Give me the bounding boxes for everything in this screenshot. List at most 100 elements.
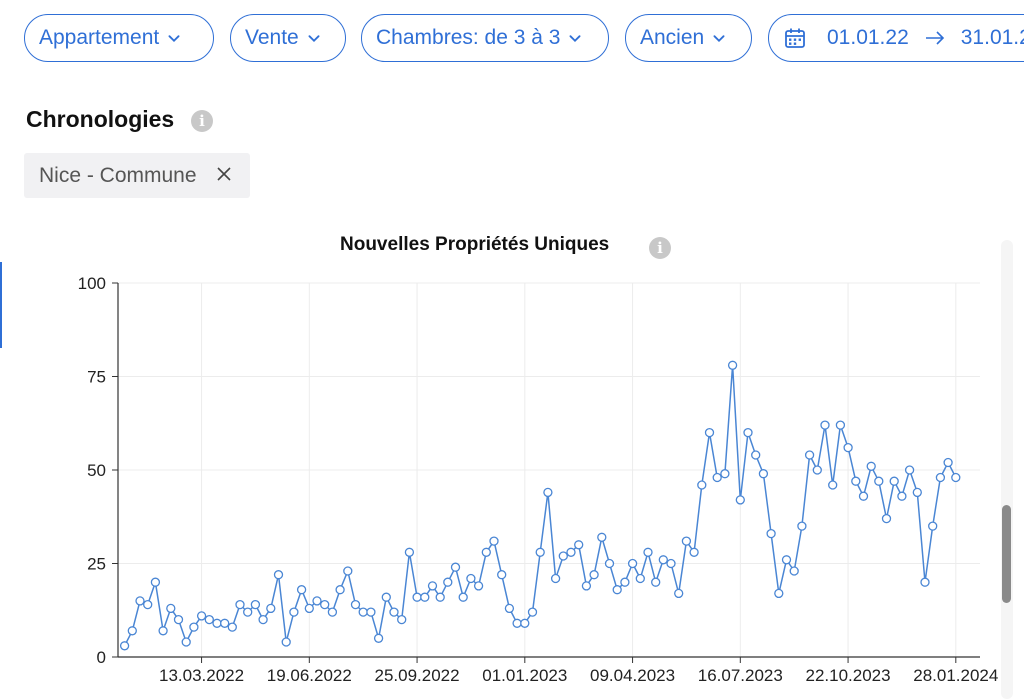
series-line xyxy=(123,364,957,647)
data-point xyxy=(889,476,899,486)
data-point xyxy=(566,547,576,557)
data-point xyxy=(404,547,415,557)
date-to: 31.01.24 xyxy=(960,26,1024,49)
data-point xyxy=(189,622,199,632)
data-point xyxy=(119,641,130,651)
chart-title: Nouvelles Propriétés Uniques xyxy=(340,234,610,255)
data-point xyxy=(535,547,545,557)
data-point xyxy=(735,495,745,505)
data-point xyxy=(458,592,468,602)
data-point xyxy=(604,558,615,569)
data-point xyxy=(751,450,761,460)
data-point xyxy=(227,622,237,632)
data-point xyxy=(627,558,638,569)
data-point xyxy=(320,599,330,610)
data-point xyxy=(797,521,807,531)
data-point xyxy=(466,573,476,584)
data-point xyxy=(312,596,322,606)
data-point xyxy=(212,618,222,628)
data-point xyxy=(951,472,961,483)
data-point xyxy=(550,573,561,584)
data-point xyxy=(512,618,522,628)
data-point xyxy=(704,427,715,438)
data-point xyxy=(835,420,846,430)
data-point xyxy=(258,614,268,625)
data-point xyxy=(196,611,207,621)
data-point xyxy=(504,603,515,614)
y-tick-label: 100 xyxy=(78,274,106,293)
data-point xyxy=(289,607,299,617)
data-point xyxy=(635,573,645,584)
data-point xyxy=(812,465,822,475)
info-icon[interactable]: i xyxy=(191,110,213,132)
data-point xyxy=(481,547,491,557)
data-point xyxy=(581,581,592,591)
data-point xyxy=(866,461,876,471)
property-type-dropdown[interactable]: Appartement xyxy=(24,14,214,62)
data-point xyxy=(250,599,261,610)
data-point xyxy=(527,607,538,617)
data-point xyxy=(343,566,353,576)
data-point xyxy=(304,603,314,614)
data-point xyxy=(520,618,530,628)
data-point xyxy=(358,607,368,617)
data-point xyxy=(766,528,776,539)
close-icon[interactable] xyxy=(214,164,234,184)
bedrooms-label: Chambres: de 3 à 3 xyxy=(376,26,561,49)
data-point xyxy=(420,592,430,602)
data-point xyxy=(127,626,137,636)
bedrooms-dropdown[interactable]: Chambres: de 3 à 3 xyxy=(361,14,609,62)
data-point xyxy=(558,551,568,561)
scrollbar-track[interactable] xyxy=(1001,240,1013,699)
line-chart: 0 25 50 75 100 13.03.2022 19.06.2022 25.09.2022… xyxy=(78,274,999,685)
x-tick-label: 01.01.2023 xyxy=(482,666,567,685)
data-point xyxy=(743,427,753,438)
data-point xyxy=(204,614,214,625)
data-point xyxy=(327,607,338,617)
data-point xyxy=(897,491,907,501)
date-range-picker[interactable]: 01.01.22 31.01.24 xyxy=(768,14,1024,62)
data-point xyxy=(574,540,584,550)
x-tick-label: 16.07.2023 xyxy=(698,666,783,685)
x-tick-label: 22.10.2023 xyxy=(806,666,891,685)
section-title: Chronologies xyxy=(26,106,175,132)
x-tick-label: 28.01.2024 xyxy=(913,666,998,685)
transaction-dropdown[interactable]: Vente xyxy=(230,14,346,62)
data-point xyxy=(912,487,922,498)
y-tick-label: 0 xyxy=(97,648,106,667)
data-point xyxy=(858,491,869,501)
data-point xyxy=(412,592,422,602)
data-point xyxy=(543,487,553,498)
filter-bar: Appartement Vente Chambres: de 3 à 3 Anc… xyxy=(24,14,1024,64)
data-point xyxy=(181,637,191,647)
data-point xyxy=(389,607,399,617)
data-point xyxy=(335,585,345,595)
location-chip: Nice - Commune xyxy=(24,153,250,198)
arrow-right-icon xyxy=(925,31,944,45)
data-point xyxy=(781,555,792,565)
data-point xyxy=(143,599,153,610)
data-point xyxy=(651,577,661,587)
data-point xyxy=(697,480,707,490)
scrollbar-thumb[interactable] xyxy=(1002,505,1011,603)
data-point xyxy=(643,547,653,557)
data-point xyxy=(720,469,730,479)
data-point xyxy=(350,599,361,610)
data-point xyxy=(150,577,161,587)
data-point xyxy=(158,626,168,636)
data-point xyxy=(828,480,838,490)
data-point xyxy=(727,360,738,370)
data-point xyxy=(427,581,438,591)
condition-dropdown[interactable]: Ancien xyxy=(625,14,752,62)
data-point xyxy=(935,472,946,483)
data-point xyxy=(620,577,630,587)
data-point xyxy=(843,442,853,453)
info-icon[interactable]: i xyxy=(649,237,671,259)
data-point xyxy=(235,599,245,610)
data-point xyxy=(296,585,307,595)
data-point xyxy=(666,558,676,569)
data-point xyxy=(874,476,884,486)
active-section-indicator xyxy=(0,262,2,348)
data-point xyxy=(920,577,930,587)
condition-label: Ancien xyxy=(640,26,705,49)
